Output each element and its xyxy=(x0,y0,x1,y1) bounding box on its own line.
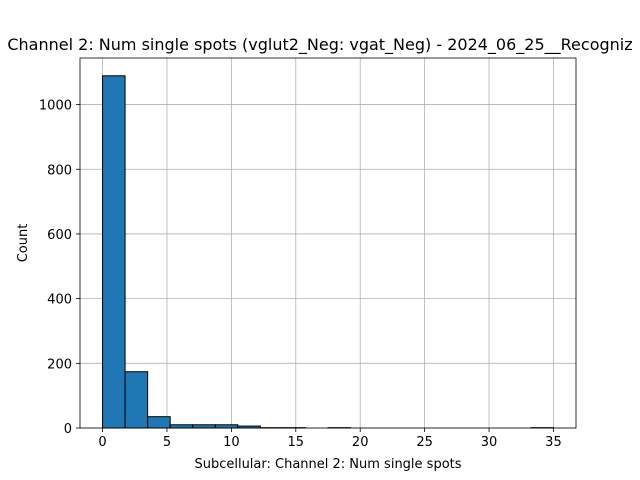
histogram-bar xyxy=(147,416,171,429)
x-tick-label: 20 xyxy=(352,435,369,450)
histogram-bars xyxy=(102,75,554,429)
y-tick-label: 400 xyxy=(47,293,72,308)
grid-lines xyxy=(80,58,576,429)
x-axis-ticks: 0 5 10 15 20 25 30 35 xyxy=(98,428,562,450)
chart-title: Channel 2: Num single spots (vglut2_Neg:… xyxy=(7,35,632,55)
histogram-bar xyxy=(169,424,194,429)
y-tick-label: 0 xyxy=(64,422,72,437)
y-tick-label: 200 xyxy=(47,357,72,372)
y-tick-label: 1000 xyxy=(39,99,72,114)
x-tick-label: 10 xyxy=(223,435,240,450)
x-tick-label: 25 xyxy=(416,435,433,450)
x-tick-label: 35 xyxy=(545,435,562,450)
x-tick-label: 0 xyxy=(98,435,106,450)
y-tick-label: 800 xyxy=(47,163,72,178)
y-axis-label: Count xyxy=(16,224,31,263)
y-axis-ticks: 0 200 400 600 800 1000 xyxy=(39,99,80,437)
x-axis-label: Subcellular: Channel 2: Num single spots xyxy=(194,457,461,472)
x-tick-label: 5 xyxy=(163,435,171,450)
x-tick-label: 30 xyxy=(481,435,498,450)
histogram-bar xyxy=(214,424,239,429)
histogram-bar xyxy=(192,424,216,429)
y-tick-label: 600 xyxy=(47,228,72,243)
plot-frame xyxy=(79,57,577,429)
histogram-bar xyxy=(102,75,126,429)
histogram-bar xyxy=(124,371,149,429)
x-tick-label: 15 xyxy=(288,435,305,450)
